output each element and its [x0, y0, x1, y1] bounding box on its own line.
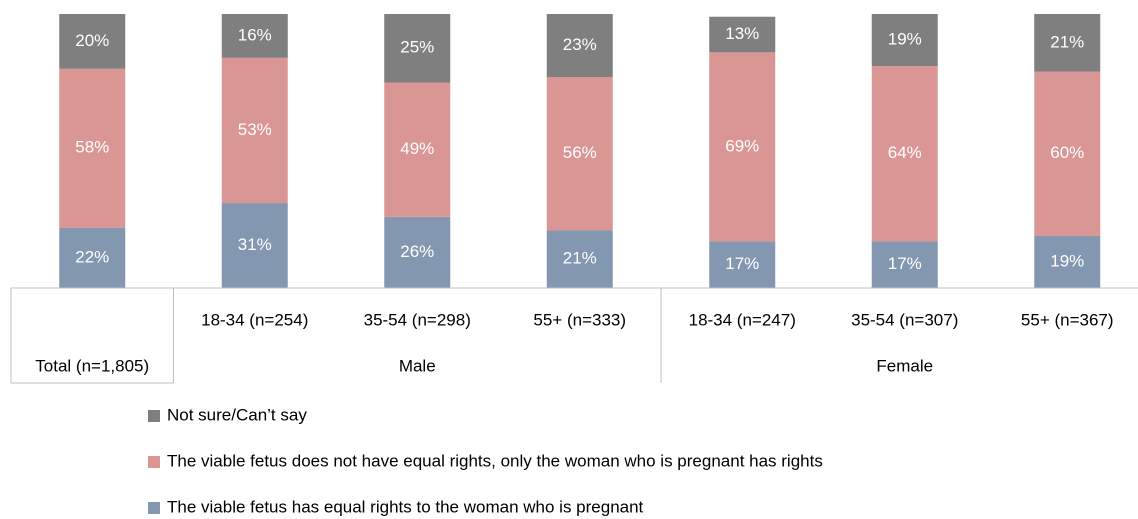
data-label: 25% [400, 38, 434, 57]
bar-segment [59, 68, 126, 228]
legend-swatch [148, 410, 160, 422]
bar-segment [1034, 235, 1101, 288]
x-tick-label: 55+ (n=333) [533, 310, 626, 329]
bar-segment [221, 57, 288, 204]
data-label: 21% [1050, 32, 1084, 51]
legend-label: The viable fetus has equal rights to the… [167, 497, 644, 516]
group-label: Male [399, 356, 436, 375]
bar-segment [871, 66, 938, 242]
data-label: 13% [725, 24, 759, 43]
bar-segment [871, 14, 938, 67]
bar-segment [384, 216, 451, 288]
data-label: 17% [725, 254, 759, 273]
bar-segment [871, 241, 938, 288]
bar-segment [709, 16, 776, 53]
data-label: 22% [75, 247, 109, 266]
x-tick-label: 35-54 (n=307) [851, 310, 958, 329]
data-label: 49% [400, 139, 434, 158]
bar-segment [59, 227, 126, 288]
bar-segment [546, 14, 613, 78]
x-tick-label: 18-34 (n=254) [201, 310, 308, 329]
x-tick-label: 35-54 (n=298) [364, 310, 471, 329]
bar-segment [546, 77, 613, 231]
bar-segment [546, 230, 613, 288]
data-label: 58% [75, 138, 109, 157]
data-label: 64% [888, 143, 922, 162]
data-label: 53% [238, 120, 272, 139]
data-label: 17% [888, 254, 922, 273]
legend-swatch [148, 502, 160, 514]
data-label: 31% [238, 235, 272, 254]
x-tick-label: 55+ (n=367) [1021, 310, 1114, 329]
data-label: 23% [563, 35, 597, 54]
legend-label: The viable fetus does not have equal rig… [167, 451, 823, 470]
bar-segment [709, 52, 776, 242]
legend-label: Not sure/Can’t say [167, 405, 307, 424]
legend-swatch [148, 456, 160, 468]
data-label: 20% [75, 31, 109, 50]
bar-segment [384, 14, 451, 83]
bar-segment [221, 203, 288, 288]
bar-segment [59, 14, 126, 69]
bar-segment [1034, 14, 1101, 72]
bar-segment [1034, 71, 1101, 236]
data-label: 26% [400, 242, 434, 261]
bar-segment [221, 14, 288, 58]
data-label: 60% [1050, 143, 1084, 162]
data-label: 16% [238, 25, 272, 44]
bar-segment [709, 241, 776, 288]
data-label: 69% [725, 136, 759, 155]
data-label: 19% [1050, 251, 1084, 270]
x-tick-label: 18-34 (n=247) [689, 310, 796, 329]
data-label: 21% [563, 249, 597, 268]
data-label: 19% [888, 30, 922, 49]
group-label: Female [876, 356, 933, 375]
bar-segment [384, 82, 451, 217]
x-tick-label: Total (n=1,805) [35, 356, 149, 375]
data-label: 56% [563, 143, 597, 162]
